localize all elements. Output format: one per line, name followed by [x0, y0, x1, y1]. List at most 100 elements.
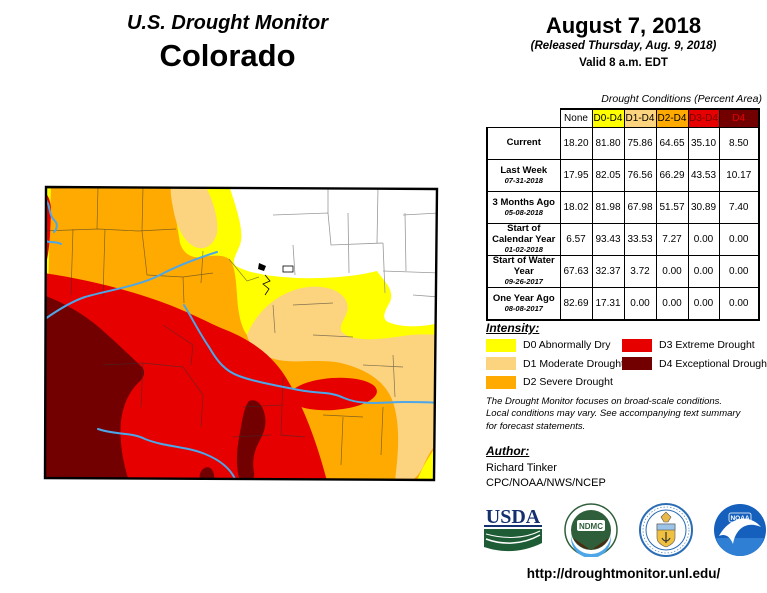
column-header-D1-D4: D1-D4: [623, 108, 657, 128]
table-row: Start of Water Year 09-26-2017 67.63 32.37 3…: [486, 255, 760, 288]
table-value-cell: 35.10: [687, 127, 720, 160]
table-row: Last Week 07-31-2018 17.95 82.05 76.56 66.29 4…: [486, 159, 760, 192]
table-value-cell: 0.00: [687, 255, 720, 288]
row-label: Start of Calendar Year 01-02-2018: [486, 223, 561, 256]
author-name: Richard Tinker: [486, 462, 557, 474]
table-value-cell: 10.17: [718, 159, 760, 192]
d1-region-east: [247, 286, 437, 480]
row-label: Last Week 07-31-2018: [486, 159, 561, 192]
ndmc-logo: NDMC: [564, 503, 619, 557]
county-boundaries-ne: [272, 187, 437, 298]
table-caption: Drought Conditions (Percent Area): [601, 93, 762, 105]
column-header-D0-D4: D0-D4: [591, 108, 625, 128]
table-row: 3 Months Ago 05-08-2018 18.02 81.98 67.98 51.…: [486, 191, 760, 224]
table-value-cell: 0.00: [718, 255, 760, 288]
d4-region-south-blob: [236, 400, 266, 480]
table-value-cell: 82.05: [591, 159, 625, 192]
table-value-cell: 7.27: [655, 223, 689, 256]
table-value-cell: 7.40: [718, 191, 760, 224]
legend-swatch-d0: [486, 338, 516, 352]
table-value-cell: 75.86: [623, 127, 657, 160]
table-value-cell: 0.00: [687, 223, 720, 256]
legend-item-d3: D3 Extreme Drought: [622, 338, 755, 352]
release-date: (Released Thursday, Aug. 9, 2018): [530, 40, 717, 52]
table-corner-cell: [487, 109, 560, 128]
table-value-cell: 18.02: [559, 191, 593, 224]
column-header-D2-D4: D2-D4: [655, 108, 689, 128]
commerce-logo: [638, 503, 693, 557]
metro-boundary-glyph: [262, 274, 271, 296]
table-value-cell: 0.00: [687, 287, 720, 321]
legend-item-d1: D1 Moderate Drought: [486, 357, 624, 371]
legend-label: D2 Severe Drought: [523, 376, 613, 388]
denver-county-glyph: [258, 263, 266, 271]
row-label: 3 Months Ago 05-08-2018: [486, 191, 561, 224]
table-value-cell: 0.00: [718, 287, 760, 321]
footer-url: http://droughtmonitor.unl.edu/: [526, 566, 721, 581]
valid-time: Valid 8 a.m. EDT: [579, 57, 668, 69]
table-value-cell: 3.72: [623, 255, 657, 288]
table-value-cell: 76.56: [623, 159, 657, 192]
table-row: Start of Calendar Year 01-02-2018 6.57 93.4…: [486, 223, 760, 256]
none-region: [229, 187, 437, 327]
drought-map-svg: [43, 185, 439, 482]
usda-logo: USDA: [484, 506, 542, 552]
table-value-cell: 17.31: [591, 287, 625, 321]
table-value-cell: 51.57: [655, 191, 689, 224]
table-value-cell: 0.00: [655, 287, 689, 321]
table-value-cell: 30.89: [687, 191, 720, 224]
disclaimer-text: The Drought Monitor focuses on broad-sca…: [486, 396, 762, 433]
row-label: One Year Ago 08-08-2017: [486, 287, 561, 321]
d1-region-north: [170, 187, 218, 249]
noaa-logo: NOAA: [713, 504, 766, 556]
table-value-cell: 67.98: [623, 191, 657, 224]
disclaimer-line: for forecast statements.: [486, 420, 586, 432]
row-label: Start of Water Year 09-26-2017: [486, 255, 561, 288]
table-value-cell: 18.20: [559, 127, 593, 160]
table-value-cell: 81.98: [591, 191, 625, 224]
row-date: 01-02-2018: [504, 245, 543, 255]
legend-swatch-d4: [622, 357, 652, 370]
table-value-cell: 67.63: [559, 255, 593, 288]
table-value-cell: 8.50: [718, 127, 760, 160]
legend-label: D1 Moderate Drought: [523, 357, 624, 370]
legend-label: D4 Exceptional Drought: [659, 357, 767, 370]
table-value-cell: 43.53: [687, 159, 720, 192]
table-value-cell: 17.95: [559, 159, 593, 192]
legend-item-d0: D0 Abnormally Dry: [486, 338, 611, 352]
d4-region-small-blob: [199, 467, 215, 480]
table-row: One Year Ago 08-08-2017 82.69 17.31 0.00 0.00…: [486, 287, 760, 321]
legend-item-d2: D2 Severe Drought: [486, 375, 613, 389]
drought-conditions-table: None D0-D4 D1-D4 D2-D4 D3-D4 D4 Current 18.20 81…: [486, 108, 760, 321]
colorado-drought-map: [43, 185, 440, 483]
table-header-row: None D0-D4 D1-D4 D2-D4 D3-D4 D4: [487, 108, 760, 128]
legend-swatch-d1: [486, 357, 516, 370]
author-organization: CPC/NOAA/NWS/NCEP: [486, 477, 606, 489]
report-title: U.S. Drought Monitor: [126, 12, 329, 34]
row-date: 05-08-2018: [504, 207, 543, 217]
legend-swatch-d2: [486, 375, 516, 389]
agency-logos: USDA NDMC NOAA: [482, 503, 767, 557]
state-border: [43, 185, 439, 482]
table-value-cell: 0.00: [623, 287, 657, 321]
column-header-None: None: [559, 108, 593, 128]
table-value-cell: 66.29: [655, 159, 689, 192]
legend-label: D3 Extreme Drought: [659, 339, 755, 351]
table-value-cell: 6.57: [559, 223, 593, 256]
row-label: Current: [486, 127, 561, 160]
state-name-title: Colorado: [159, 38, 296, 73]
usda-logo-text: USDA: [486, 506, 541, 528]
column-header-D3-D4: D3-D4: [687, 108, 720, 128]
legend-item-d4: D4 Exceptional Drought: [622, 357, 767, 371]
legend-label: D0 Abnormally Dry: [523, 339, 611, 351]
broomfield-county-glyph: [282, 265, 294, 273]
map-date: August 7, 2018: [545, 13, 702, 38]
ndmc-logo-text: NDMC: [579, 522, 603, 531]
row-date: 07-31-2018: [504, 175, 543, 185]
table-value-cell: 93.43: [591, 223, 625, 256]
table-value-cell: 81.80: [591, 127, 625, 160]
table-value-cell: 0.00: [718, 223, 760, 256]
table-value-cell: 82.69: [559, 287, 593, 321]
disclaimer-line: Local conditions may vary. See accompany…: [486, 408, 741, 420]
county-boundaries: [45, 187, 404, 466]
